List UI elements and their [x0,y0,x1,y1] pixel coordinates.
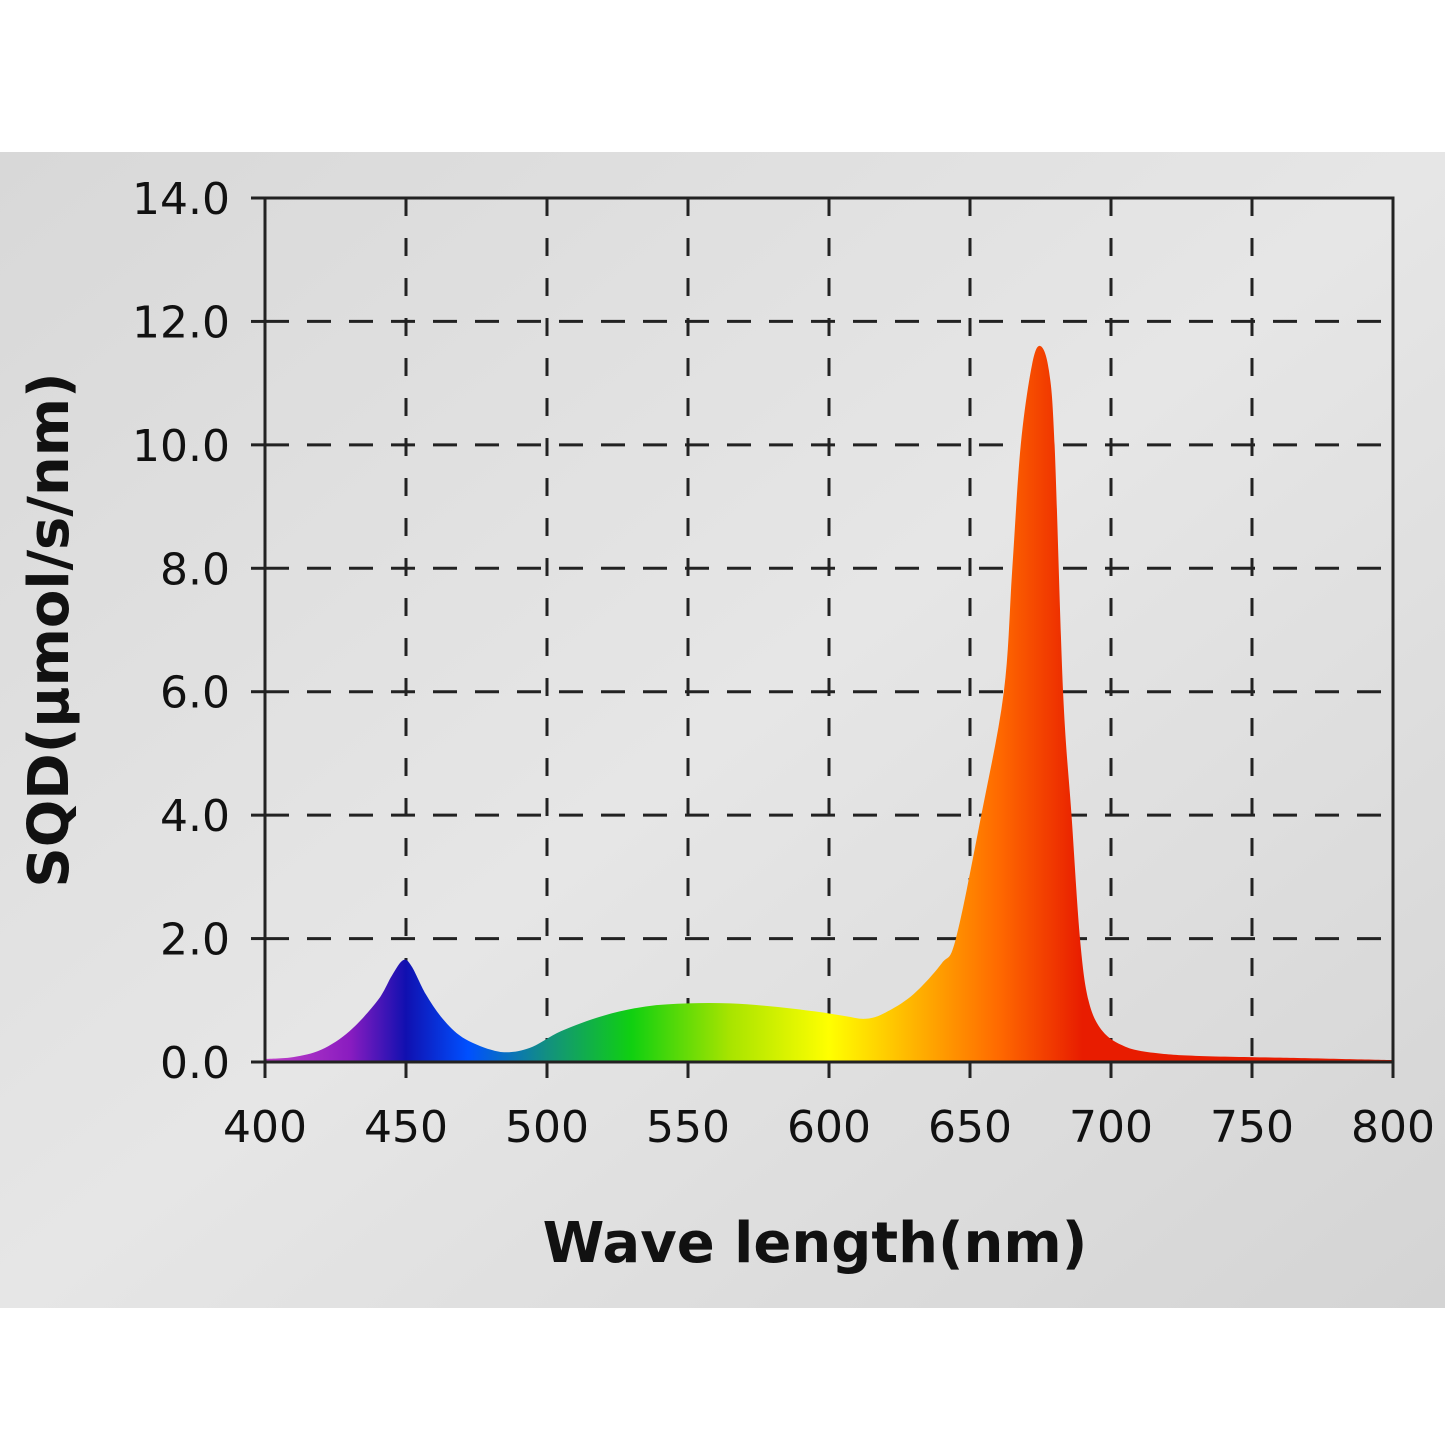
x-tick-label: 700 [1069,1102,1153,1153]
y-tick-label: 4.0 [160,791,230,842]
x-axis-title: Wave length(nm) [543,1211,1088,1276]
chart-background [0,152,1445,1308]
y-tick-label: 14.0 [132,174,230,225]
x-tick-label: 600 [787,1102,871,1153]
x-tick-label: 800 [1351,1102,1435,1153]
x-tick-label: 400 [223,1102,307,1153]
y-tick-label: 0.0 [160,1038,230,1089]
y-axis-title: SQD(μmol/s/nm) [17,372,82,887]
x-tick-label: 450 [364,1102,448,1153]
y-tick-label: 2.0 [160,915,230,966]
y-tick-label: 6.0 [160,668,230,719]
y-tick-label: 12.0 [132,297,230,348]
y-tick-label: 10.0 [132,421,230,472]
x-tick-label: 650 [928,1102,1012,1153]
x-tick-label: 750 [1210,1102,1294,1153]
y-tick-label: 8.0 [160,544,230,595]
x-tick-label: 500 [505,1102,589,1153]
x-tick-label: 550 [646,1102,730,1153]
